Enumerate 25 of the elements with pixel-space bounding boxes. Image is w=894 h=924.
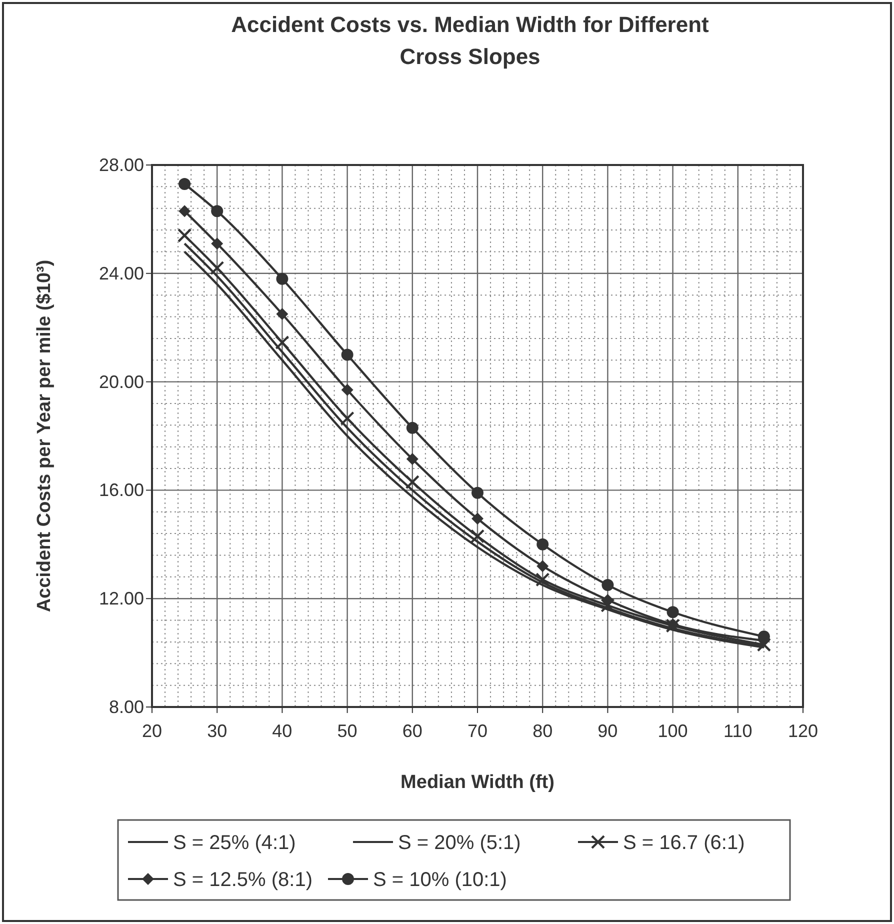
x-tick-label: 80 [532, 721, 553, 741]
x-tick-label: 50 [337, 721, 358, 741]
x-tick-label: 100 [658, 721, 688, 741]
chart-title: Accident Costs vs. Median Width for Different Cross Slopes [231, 12, 710, 69]
x-tick-label: 40 [272, 721, 292, 741]
y-axis-title: Accident Costs per Year per mile ($10³) [34, 260, 55, 612]
x-tick-label: 30 [207, 721, 228, 741]
x-tick-label: 20 [142, 721, 162, 741]
legend-label: S = 20% (5:1) [398, 832, 521, 854]
x-axis-title: Median Width (ft) [400, 772, 554, 793]
x-tick-label: 90 [598, 721, 618, 741]
y-tick-label: 16.00 [98, 480, 144, 500]
y-tick-label: 28.00 [98, 155, 144, 175]
legend-label: S = 10% (10:1) [373, 869, 507, 891]
x-tick-label: 110 [724, 721, 752, 741]
legend-label: S = 16.7 (6:1) [623, 832, 745, 854]
y-tick-label: 12.00 [98, 588, 144, 609]
x-tick-label: 120 [788, 721, 818, 741]
y-tick-label: 20.00 [98, 372, 144, 392]
x-tick-label: 70 [467, 721, 488, 741]
legend-label: S = 25% (4:1) [173, 832, 296, 854]
y-tick-label: 8.00 [108, 697, 144, 717]
legend-label: S = 12.5% (8:1) [173, 869, 313, 891]
x-tick-label: 60 [402, 721, 422, 741]
y-tick-label: 24.00 [98, 263, 144, 284]
